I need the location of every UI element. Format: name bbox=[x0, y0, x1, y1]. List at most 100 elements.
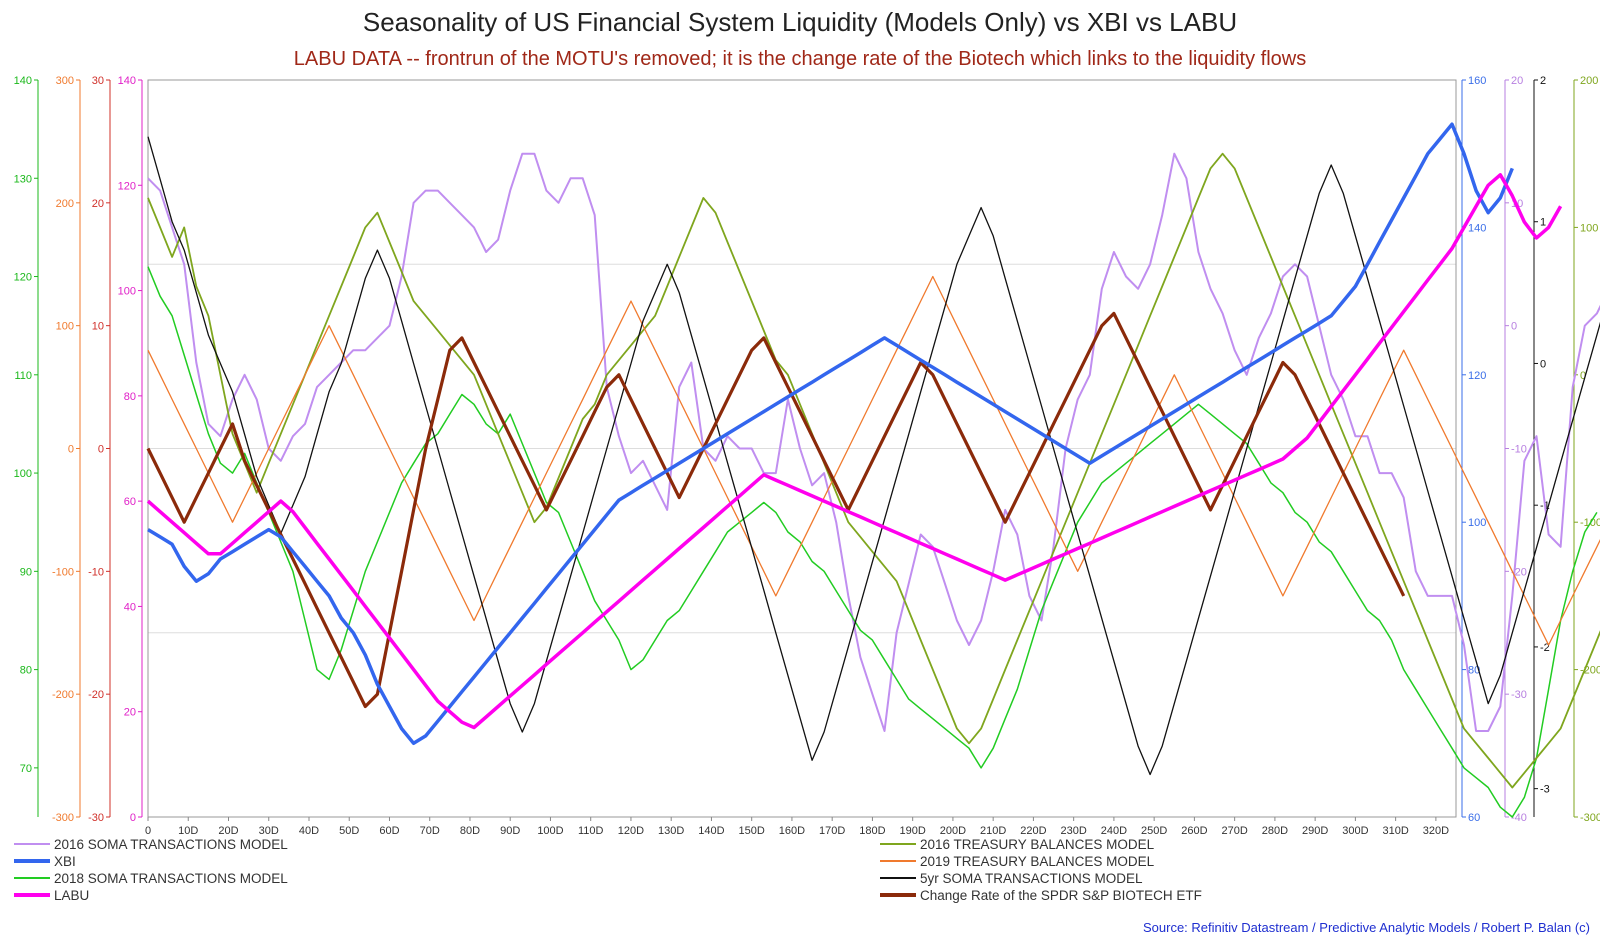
x-tick-label: 30D bbox=[259, 825, 279, 837]
y-tick-label: 110 bbox=[14, 370, 32, 382]
y-tick-label: -3 bbox=[1540, 784, 1550, 796]
legend-label: 2016 TREASURY BALANCES MODEL bbox=[920, 837, 1155, 852]
series-lines bbox=[146, 122, 1600, 818]
series-line-2 bbox=[147, 152, 1600, 789]
y-axis-m1: 0 20 40 60 80 100 120 140 bbox=[118, 75, 143, 824]
y-tick-label: 160 bbox=[1468, 75, 1486, 87]
y-tick-label: 0 bbox=[1511, 321, 1517, 333]
y-tick-label: 200 bbox=[1580, 75, 1598, 87]
x-tick-label: 290D bbox=[1302, 825, 1328, 837]
y-tick-label: -10 bbox=[1511, 444, 1527, 456]
y-tick-label: 10 bbox=[92, 321, 104, 333]
x-tick-label: 320D bbox=[1423, 825, 1449, 837]
y-tick-label: 100 bbox=[118, 286, 136, 298]
axes: 708090100110120130140-300-200-1000100200… bbox=[14, 75, 1600, 824]
y-tick-label: 0 bbox=[1580, 370, 1586, 382]
y-tick-label: -100 bbox=[52, 566, 74, 578]
series-line-6 bbox=[147, 122, 1514, 746]
x-tick-label: 100D bbox=[537, 825, 563, 837]
y-tick-label: 100 bbox=[1580, 222, 1598, 234]
x-tick-label: 220D bbox=[1020, 825, 1046, 837]
y-tick-label: 140 bbox=[118, 75, 136, 87]
y-tick-label: -200 bbox=[52, 689, 74, 701]
y-tick-label: 120 bbox=[1468, 370, 1486, 382]
y-tick-label: 80 bbox=[20, 665, 32, 677]
x-tick-label: 250D bbox=[1141, 825, 1167, 837]
y-tick-label: -10 bbox=[88, 566, 104, 578]
y-tick-label: -40 bbox=[1511, 812, 1527, 824]
x-tick-label: 200D bbox=[940, 825, 966, 837]
y-axis-o1: -300 -200 -100 0 100 200 300 bbox=[52, 75, 81, 824]
x-tick-label: 140D bbox=[698, 825, 724, 837]
y-tick-label: -300 bbox=[1580, 812, 1600, 824]
y-tick-label: -300 bbox=[52, 812, 74, 824]
x-tick-label: 120D bbox=[618, 825, 644, 837]
x-tick-label: 150D bbox=[739, 825, 765, 837]
y-tick-label: 100 bbox=[1468, 517, 1486, 529]
series-line-5 bbox=[146, 311, 1406, 709]
x-tick-label: 240D bbox=[1101, 825, 1127, 837]
x-tick-label: 300D bbox=[1342, 825, 1368, 837]
x-tick-label: 20D bbox=[218, 825, 238, 837]
source-credit: Source: Refinitiv Datastream / Predictiv… bbox=[1143, 920, 1590, 935]
y-tick-label: 0 bbox=[1540, 358, 1546, 370]
x-tick-label: 110D bbox=[578, 825, 604, 837]
y-tick-label: 20 bbox=[1511, 75, 1523, 87]
x-tick-label: 190D bbox=[900, 825, 926, 837]
y-tick-label: 20 bbox=[92, 198, 104, 210]
legend-label: 2019 TREASURY BALANCES MODEL bbox=[920, 854, 1155, 869]
x-tick-label: 130D bbox=[658, 825, 684, 837]
x-tick-label: 210D bbox=[980, 825, 1006, 837]
x-tick-label: 70D bbox=[420, 825, 440, 837]
x-axis: 0 10D 20D 30D 40D 50D 60D 70D 80D 90D 100D 110D 120D… bbox=[145, 817, 1449, 837]
y-tick-label: 140 bbox=[1468, 222, 1486, 234]
y-tick-label: 1 bbox=[1540, 217, 1546, 229]
y-tick-label: 130 bbox=[14, 173, 32, 185]
legend-label: 2018 SOMA TRANSACTIONS MODEL bbox=[54, 871, 288, 886]
x-tick-label: 90D bbox=[500, 825, 520, 837]
x-tick-label: 60D bbox=[379, 825, 399, 837]
y-tick-label: -30 bbox=[88, 812, 104, 824]
y-tick-label: -20 bbox=[88, 689, 104, 701]
chart-subtitle: LABU DATA -- frontrun of the MOTU's remo… bbox=[294, 48, 1306, 70]
legend: 2016 SOMA TRANSACTIONS MODEL XBI 2018 SOMA… bbox=[14, 837, 1202, 903]
y-tick-label: 0 bbox=[98, 444, 104, 456]
y-tick-label: 80 bbox=[124, 391, 136, 403]
y-tick-label: 2 bbox=[1540, 75, 1546, 87]
y-tick-label: 30 bbox=[92, 75, 104, 87]
x-tick-label: 40D bbox=[299, 825, 319, 837]
legend-label: 2016 SOMA TRANSACTIONS MODEL bbox=[54, 837, 288, 852]
y-tick-label: 90 bbox=[20, 566, 32, 578]
x-tick-label: 0 bbox=[145, 825, 151, 837]
grid-lines bbox=[148, 263, 1456, 634]
x-tick-label: 50D bbox=[339, 825, 359, 837]
x-tick-label: 10D bbox=[178, 825, 198, 837]
legend-label: Change Rate of the SPDR S&P BIOTECH ETF bbox=[920, 888, 1202, 903]
y-tick-label: 0 bbox=[68, 444, 74, 456]
legend-label: XBI bbox=[54, 854, 76, 869]
y-tick-label: 0 bbox=[130, 812, 136, 824]
y-tick-label: 140 bbox=[14, 75, 32, 87]
series-line-1 bbox=[147, 266, 1598, 818]
x-tick-label: 310D bbox=[1382, 825, 1408, 837]
y-tick-label: 20 bbox=[124, 707, 136, 719]
y-tick-label: 70 bbox=[20, 763, 32, 775]
y-tick-label: 60 bbox=[124, 496, 136, 508]
y-axis-b1: 60 80 100 120 140 160 bbox=[1461, 75, 1486, 824]
y-tick-label: 120 bbox=[14, 272, 32, 284]
x-tick-label: 270D bbox=[1221, 825, 1247, 837]
x-tick-label: 280D bbox=[1262, 825, 1288, 837]
y-tick-label: 120 bbox=[118, 180, 136, 192]
series-line-4 bbox=[147, 136, 1600, 776]
series-line-3 bbox=[147, 275, 1600, 646]
y-tick-label: 200 bbox=[56, 198, 74, 210]
y-tick-label: -2 bbox=[1540, 642, 1550, 654]
y-tick-label: 60 bbox=[1468, 812, 1480, 824]
x-tick-label: 80D bbox=[460, 825, 480, 837]
y-axis-r1: -30 -20 -10 0 10 20 30 bbox=[88, 75, 111, 824]
x-tick-label: 170D bbox=[819, 825, 845, 837]
y-tick-label: 40 bbox=[124, 601, 136, 613]
y-axis-g1: 70 80 90 100 110 120 130 140 bbox=[14, 75, 39, 817]
